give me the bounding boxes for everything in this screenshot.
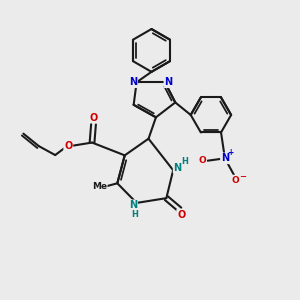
Text: N: N: [129, 77, 137, 87]
Text: H: H: [132, 210, 139, 219]
Text: −: −: [238, 172, 246, 181]
Text: N: N: [164, 77, 172, 87]
Text: +: +: [227, 148, 233, 158]
Text: O: O: [231, 176, 239, 184]
Text: N: N: [221, 153, 229, 163]
Text: N: N: [174, 163, 182, 173]
Text: Me: Me: [92, 182, 107, 191]
Text: O: O: [64, 140, 72, 151]
Text: O: O: [198, 156, 206, 165]
Text: N: N: [129, 200, 137, 210]
Text: H: H: [182, 158, 188, 166]
Text: O: O: [177, 210, 185, 220]
Text: O: O: [89, 112, 98, 123]
